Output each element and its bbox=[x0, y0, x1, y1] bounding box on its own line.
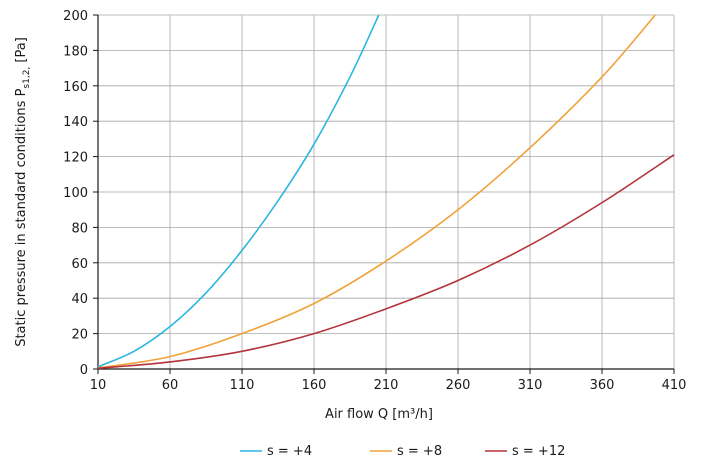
x-tick-label: 60 bbox=[162, 378, 179, 393]
x-tick-label: 110 bbox=[230, 378, 255, 393]
y-axis-title-main: Static pressure in standard conditions P bbox=[14, 88, 29, 346]
series-line-3 bbox=[97, 154, 675, 370]
legend-label-3: s = +12 bbox=[512, 444, 565, 459]
y-tick-label: 20 bbox=[71, 328, 88, 343]
y-tick-label: 0 bbox=[80, 363, 88, 378]
x-tick-label: 310 bbox=[518, 378, 543, 393]
series-layer bbox=[97, 14, 675, 370]
y-axis-title: Static pressure in standard conditions P… bbox=[14, 37, 32, 347]
y-tick-label: 120 bbox=[63, 151, 88, 166]
legend-label-2: s = +8 bbox=[397, 444, 442, 459]
y-tick-label: 140 bbox=[63, 115, 88, 130]
series-line-2 bbox=[97, 14, 656, 369]
grid bbox=[97, 14, 675, 370]
legend-label-1: s = +4 bbox=[267, 444, 312, 459]
y-tick-label: 40 bbox=[71, 292, 88, 307]
series-line-1 bbox=[97, 14, 380, 368]
x-tick-label: 360 bbox=[590, 378, 615, 393]
x-axis-title: Air flow Q [m³/h] bbox=[325, 407, 433, 422]
y-tick-label: 60 bbox=[71, 257, 88, 272]
x-tick-label: 10 bbox=[90, 378, 107, 393]
y-axis-title-sub: s1,2, bbox=[22, 67, 32, 89]
y-axis-title-unit: [Pa] bbox=[14, 37, 29, 67]
x-tick-label: 210 bbox=[374, 378, 399, 393]
y-tick-label: 80 bbox=[71, 221, 88, 236]
x-tick-label: 260 bbox=[446, 378, 471, 393]
legend: s = +4 s = +8 s = +12 bbox=[240, 444, 565, 459]
x-tick-label: 410 bbox=[662, 378, 687, 393]
y-tick-label: 200 bbox=[63, 9, 88, 24]
x-tick-label: 160 bbox=[302, 378, 327, 393]
y-tick-label: 160 bbox=[63, 80, 88, 95]
y-tick-label: 100 bbox=[63, 186, 88, 201]
tick-labels: 0 20 40 60 80 100 120 140 160 180 200 10 60 110 160 210… bbox=[63, 9, 686, 393]
axes bbox=[93, 14, 675, 374]
y-tick-label: 180 bbox=[63, 44, 88, 59]
